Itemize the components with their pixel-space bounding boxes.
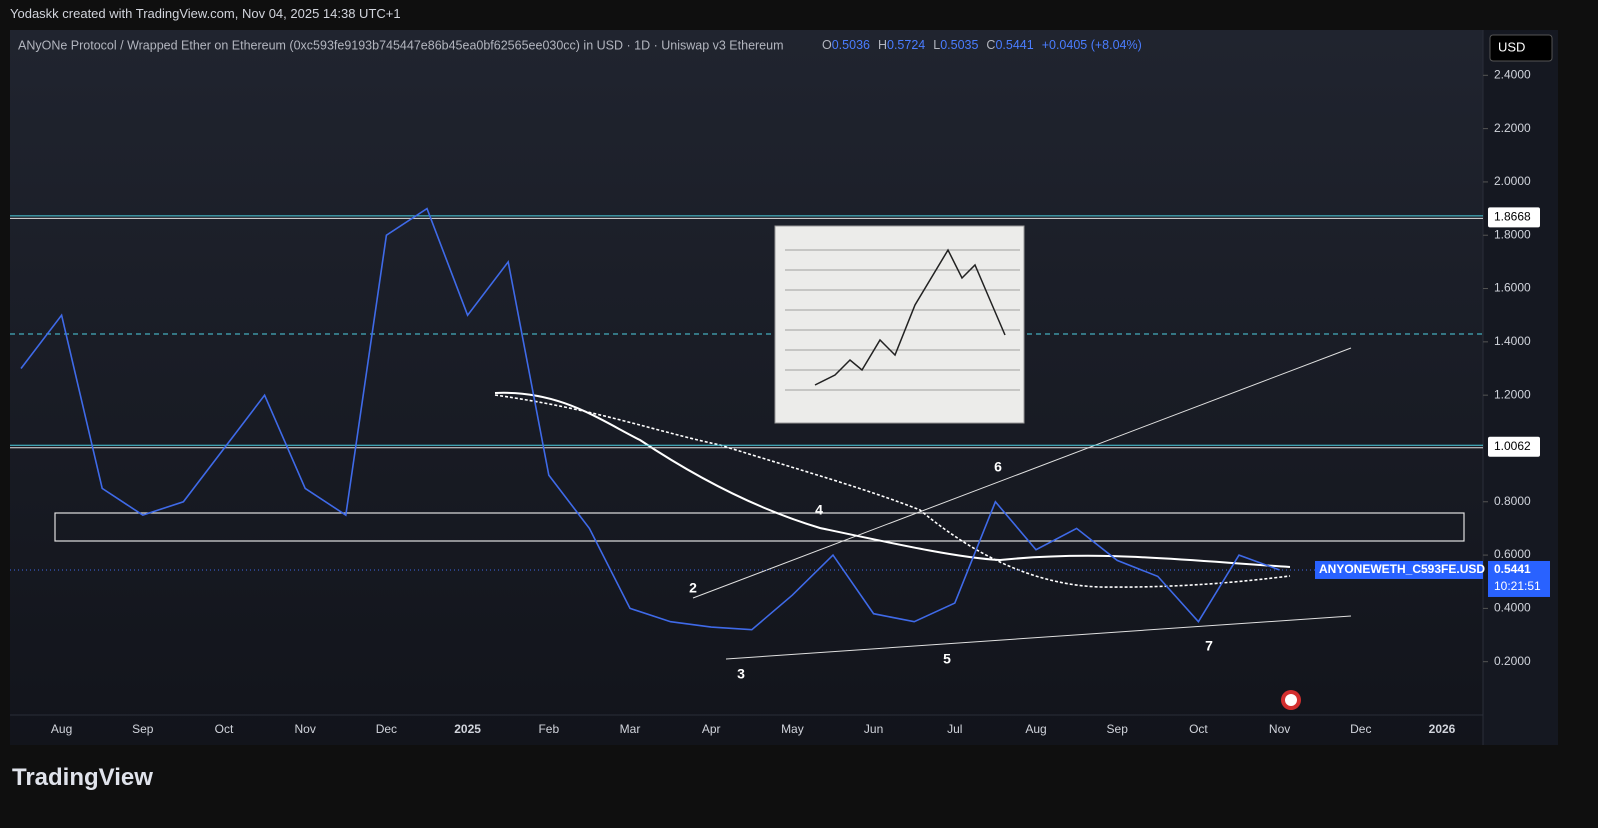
wave-label: 3 <box>737 666 745 682</box>
wave-label: 5 <box>943 651 951 667</box>
level-label: 1.8668 <box>1494 210 1531 224</box>
price-line <box>20 207 1280 631</box>
x-tick-label: Aug <box>1025 722 1046 736</box>
y-tick-label: 1.4000 <box>1494 334 1531 348</box>
x-tick-label: Jul <box>947 722 962 736</box>
level-label-bg <box>1488 207 1540 228</box>
y-tick-label: 1.2000 <box>1494 387 1531 401</box>
x-tick-label: Sep <box>132 722 154 736</box>
x-tick-label: Oct <box>1189 722 1208 736</box>
currency-label: USD <box>1498 39 1525 54</box>
wave-label: 4 <box>815 502 823 518</box>
moving-average <box>494 391 1291 568</box>
x-tick-label: Sep <box>1107 722 1129 736</box>
y-tick-label: 2.2000 <box>1494 121 1531 135</box>
trend-line <box>692 347 1352 599</box>
ohlc-value: 0.5036 <box>832 38 870 52</box>
x-tick-label: Dec <box>1350 722 1371 736</box>
symbol-label: ANYONEWETH_C593FE.USD <box>1319 562 1485 576</box>
symbol-tag <box>1315 560 1483 579</box>
y-tick-label: 0.2000 <box>1494 654 1531 668</box>
ohlc-label: O <box>822 38 832 52</box>
ohlc-value: 0.5724 <box>887 38 925 52</box>
trend-line <box>725 615 1352 660</box>
price-axis <box>1483 30 1558 745</box>
x-tick-label: May <box>781 722 804 736</box>
x-tick-label: Dec <box>376 722 397 736</box>
wave-label: 2 <box>689 580 697 596</box>
price-tag <box>1488 560 1550 597</box>
symbol-legend: ANyONe Protocol / Wrapped Ether on Ether… <box>18 38 784 52</box>
x-tick-label: 2025 <box>454 722 481 736</box>
level-label-bg <box>1488 436 1540 457</box>
ohlc-label: C <box>986 38 995 52</box>
inset-image <box>774 225 1025 424</box>
flag-icon-inner <box>1285 694 1297 706</box>
x-tick-label: 2026 <box>1429 722 1456 736</box>
plot-area <box>10 30 1483 745</box>
y-tick-label: 2.4000 <box>1494 67 1531 81</box>
y-tick-label: 2.0000 <box>1494 174 1531 188</box>
attribution: Yodaskk created with TradingView.com, No… <box>10 6 401 21</box>
moving-average-dashed <box>494 394 1291 588</box>
ohlc: O0.5036 H0.5724 L0.5035 C0.5441 +0.0405 (+8.… <box>822 38 1142 52</box>
y-tick-label: 1.8000 <box>1494 227 1531 241</box>
ohlc-value: 0.5441 <box>995 38 1033 52</box>
ohlc-label: H <box>878 38 887 52</box>
y-tick-label: 1.6000 <box>1494 281 1531 295</box>
currency-button[interactable] <box>1489 34 1553 62</box>
ohlc-value: 0.5035 <box>940 38 978 52</box>
x-tick-label: Aug <box>51 722 72 736</box>
level-label: 1.0062 <box>1494 439 1531 453</box>
change: +0.0405 (+8.04%) <box>1042 38 1142 52</box>
x-tick-label: Nov <box>1269 722 1290 736</box>
x-tick-label: Jun <box>864 722 883 736</box>
price-label: 0.5441 <box>1494 562 1531 576</box>
zone <box>54 512 1465 542</box>
x-tick-label: Mar <box>620 722 641 736</box>
x-tick-label: Oct <box>215 722 234 736</box>
x-tick-label: Feb <box>538 722 559 736</box>
tradingview-logo: TradingView <box>12 764 153 791</box>
y-tick-label: 0.6000 <box>1494 547 1531 561</box>
wave-label: 6 <box>994 459 1002 475</box>
y-tick-label: 0.8000 <box>1494 494 1531 508</box>
x-tick-label: Nov <box>295 722 316 736</box>
countdown: 10:21:51 <box>1494 579 1541 593</box>
x-tick-label: Apr <box>702 722 721 736</box>
wave-label: 7 <box>1205 638 1213 654</box>
ohlc-label: L <box>933 38 940 52</box>
y-tick-label: 0.4000 <box>1494 601 1531 615</box>
